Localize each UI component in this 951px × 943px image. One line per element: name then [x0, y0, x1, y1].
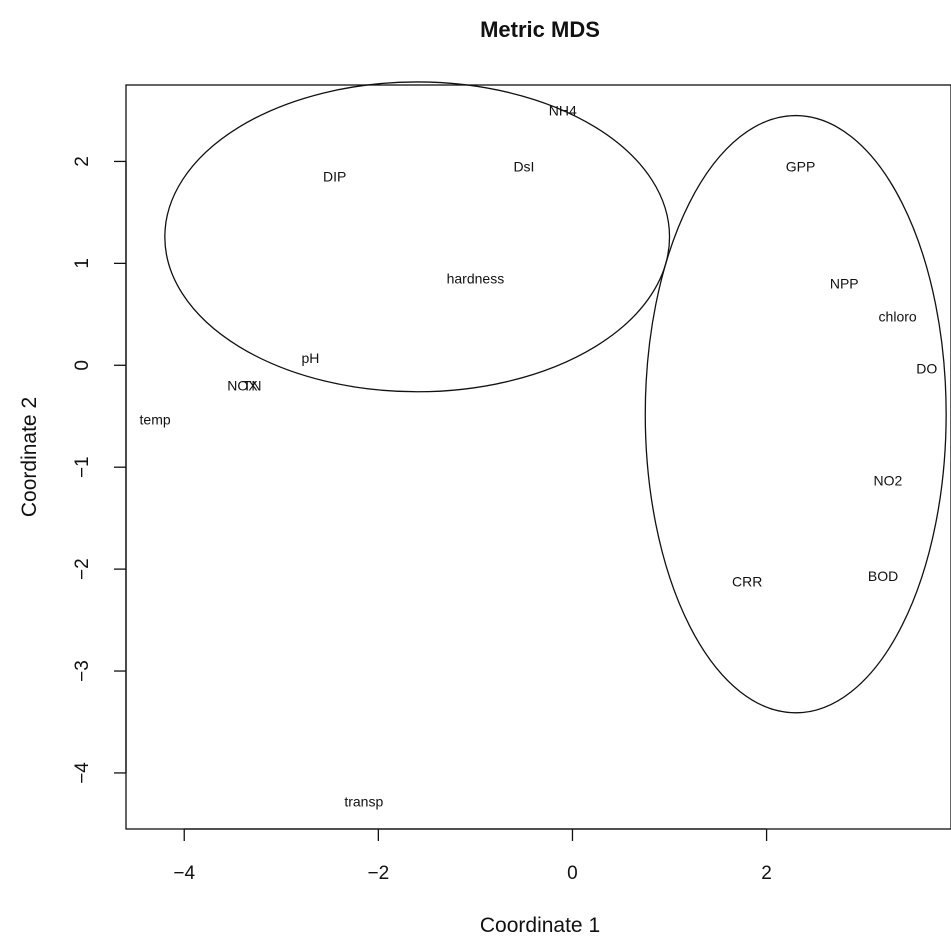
y-tick-label: −4 [72, 762, 93, 784]
point-label-ph: pH [301, 350, 319, 366]
x-axis-label: Coordinate 1 [480, 914, 600, 937]
x-tick-label: 0 [567, 863, 578, 884]
y-tick-label: −3 [72, 660, 93, 682]
cluster-ellipses [164, 81, 947, 714]
point-label-gpp: GPP [786, 159, 816, 175]
point-label-bod: BOD [868, 568, 898, 584]
point-label-chloro: chloro [879, 308, 917, 324]
x-tick-label: −2 [368, 863, 390, 884]
point-label-transp: transp [344, 793, 383, 809]
point-label-do: DO [916, 360, 937, 376]
point-label-temp: temp [140, 411, 171, 427]
point-label-nh4: NH4 [549, 102, 577, 118]
x-tick-label: −4 [173, 863, 195, 884]
point-label-hardness: hardness [447, 271, 505, 287]
y-tick-label: 0 [72, 360, 93, 371]
y-tick-label: 2 [72, 156, 93, 167]
x-axis: −4 −2 0 2 [173, 828, 772, 884]
y-tick-label: −1 [72, 456, 93, 478]
y-tick-label: 1 [72, 258, 93, 269]
point-label-crr: CRR [732, 573, 762, 589]
cluster-ellipse-2 [644, 114, 947, 714]
y-tick-label: −2 [72, 558, 93, 580]
y-axis-label: Coordinate 2 [18, 397, 41, 517]
chart-title: Metric MDS [480, 17, 600, 42]
point-label-tn: TN [243, 378, 262, 394]
x-tick-label: 2 [761, 863, 772, 884]
point-label-npp: NPP [830, 276, 859, 292]
point-label-no2: NO2 [874, 472, 903, 488]
point-label-dsi: DsI [513, 159, 534, 175]
plot-frame [125, 84, 951, 830]
point-label-dip: DIP [323, 169, 346, 185]
y-axis: −4 −3 −2 −1 0 1 2 [72, 156, 127, 784]
cluster-ellipse-1 [164, 81, 671, 393]
point-label-nox: NOX [227, 378, 258, 394]
